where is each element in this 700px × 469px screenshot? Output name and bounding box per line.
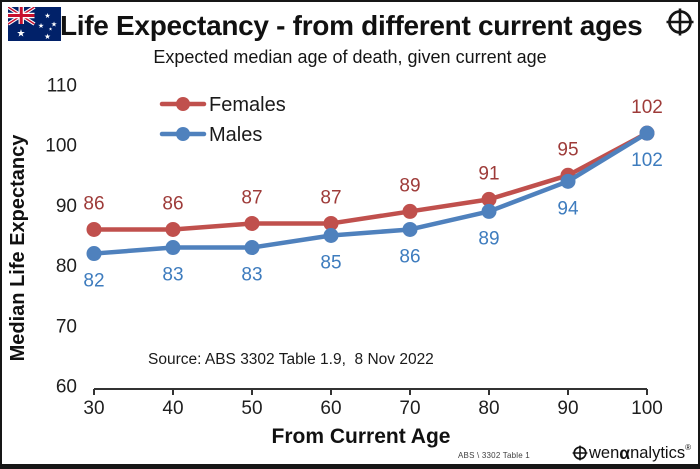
females-line bbox=[91, 130, 650, 232]
owen-analytics-logo: wen α nalytics ® bbox=[571, 443, 691, 463]
females-data-label: 89 bbox=[399, 175, 420, 196]
x-tick-label: 80 bbox=[478, 398, 499, 419]
females-data-label: 87 bbox=[320, 187, 341, 208]
registered-mark: ® bbox=[685, 442, 691, 452]
males-data-label: 94 bbox=[557, 198, 579, 219]
footer-table-ref: ABS \ 3302 Table 1 bbox=[458, 451, 530, 460]
circle-cross-icon bbox=[572, 445, 588, 461]
males-data-label: 82 bbox=[83, 271, 104, 292]
females-marker bbox=[86, 221, 102, 237]
x-tick-label: 50 bbox=[241, 398, 262, 419]
x-tick-label: 60 bbox=[320, 398, 341, 419]
legend-marker-males bbox=[176, 127, 190, 141]
x-tick-label: 100 bbox=[631, 398, 663, 419]
males-marker bbox=[86, 246, 102, 262]
australia-flag-icon: ★ ★ ★ ★ ★ ★ bbox=[8, 7, 61, 41]
page-title: Life Expectancy - from different current… bbox=[60, 10, 643, 41]
svg-text:★: ★ bbox=[17, 29, 26, 40]
x-tick-label: 40 bbox=[162, 398, 183, 419]
y-tick-label: 110 bbox=[47, 76, 77, 97]
males-data-label: 102 bbox=[631, 150, 663, 171]
males-data-label: 83 bbox=[241, 265, 262, 286]
females-data-label: 91 bbox=[478, 163, 499, 184]
females-data-label: 87 bbox=[241, 187, 262, 208]
x-axis-title: From Current Age bbox=[271, 425, 451, 448]
females-data-label: 86 bbox=[162, 193, 183, 214]
logo-alpha: α bbox=[619, 442, 631, 463]
females-marker bbox=[481, 191, 497, 207]
males-marker bbox=[402, 221, 418, 237]
males-marker bbox=[244, 240, 260, 256]
flag-stars: ★ ★ ★ ★ ★ ★ bbox=[17, 12, 58, 41]
x-tick-label: 90 bbox=[557, 398, 578, 419]
males-marker bbox=[639, 125, 655, 141]
females-data-label: 86 bbox=[83, 193, 104, 214]
x-tick-label: 70 bbox=[399, 398, 420, 419]
males-data-label: 89 bbox=[478, 228, 499, 249]
males-marker bbox=[323, 228, 339, 243]
union-jack bbox=[8, 7, 36, 26]
svg-text:★: ★ bbox=[48, 27, 52, 33]
females-data-label: 95 bbox=[557, 139, 578, 160]
svg-text:★: ★ bbox=[38, 22, 44, 30]
svg-text:★: ★ bbox=[51, 21, 57, 29]
males-data-label: 83 bbox=[162, 265, 183, 286]
males-marker bbox=[560, 173, 576, 189]
logo-text-rest: nalytics bbox=[630, 443, 686, 462]
females-data-label: 102 bbox=[631, 97, 663, 118]
males-marker bbox=[481, 203, 497, 219]
logo-text-wen: wen bbox=[589, 443, 620, 462]
y-tick-label: 100 bbox=[45, 136, 77, 157]
y-tick-label: 80 bbox=[56, 256, 77, 277]
svg-text:★: ★ bbox=[44, 12, 50, 20]
x-tick-label: 30 bbox=[83, 398, 104, 419]
females-marker bbox=[402, 203, 418, 219]
legend-marker-females bbox=[176, 97, 190, 111]
males-data-label: 86 bbox=[399, 246, 420, 267]
males-data-label: 85 bbox=[320, 253, 341, 274]
females-marker bbox=[323, 215, 339, 231]
females-marker bbox=[244, 215, 260, 231]
source-note: Source: ABS 3302 Table 1.9, 8 Nov 2022 bbox=[148, 351, 434, 368]
males-line bbox=[91, 130, 650, 256]
page-subtitle: Expected median age of death, given curr… bbox=[153, 47, 547, 67]
y-tick-label: 70 bbox=[56, 316, 77, 337]
legend-label-females: Females bbox=[209, 94, 286, 116]
legend-label-males: Males bbox=[209, 124, 262, 146]
circle-cross-icon bbox=[666, 8, 694, 36]
females-marker bbox=[165, 221, 181, 237]
y-tick-label: 60 bbox=[56, 377, 77, 398]
y-tick-label: 90 bbox=[56, 196, 77, 217]
males-marker bbox=[165, 240, 181, 256]
svg-text:★: ★ bbox=[44, 32, 51, 41]
